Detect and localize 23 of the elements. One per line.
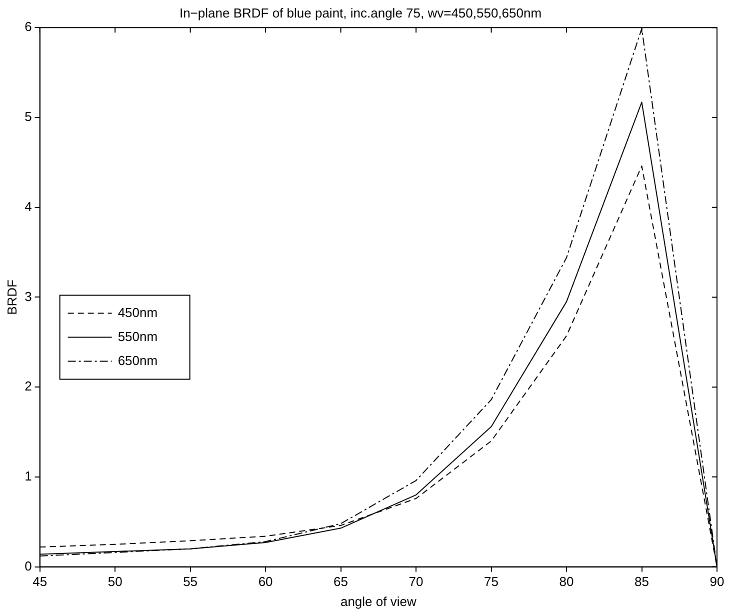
x-tick-label: 85 — [634, 574, 649, 590]
y-tick-label: 2 — [24, 378, 32, 394]
x-tick-label: 70 — [408, 574, 424, 590]
x-tick-label: 75 — [484, 574, 499, 590]
x-axis-title: angle of view — [340, 594, 417, 609]
x-tick-label: 80 — [559, 574, 574, 590]
y-tick-label: 0 — [24, 558, 32, 574]
x-tick-label: 60 — [258, 574, 273, 590]
chart-title: In−plane BRDF of blue paint, inc.angle 75, wv=450,550,650nm — [179, 5, 542, 20]
y-tick-label: 6 — [24, 19, 32, 34]
x-tick-label: 65 — [334, 574, 348, 590]
x-tick-label: 50 — [108, 574, 122, 590]
y-tick-label: 4 — [24, 198, 32, 214]
legend-label: 550nm — [118, 328, 158, 344]
x-tick-label: 90 — [710, 574, 724, 590]
x-tick-label: 55 — [183, 574, 198, 590]
y-axis-title: BRDF — [4, 279, 20, 315]
y-tick-label: 3 — [24, 288, 32, 304]
legend-label: 650nm — [118, 352, 158, 368]
y-tick-label: 5 — [24, 109, 32, 124]
legend-label: 450nm — [118, 304, 158, 320]
y-tick-label: 1 — [24, 468, 32, 484]
x-tick-label: 45 — [32, 574, 48, 590]
